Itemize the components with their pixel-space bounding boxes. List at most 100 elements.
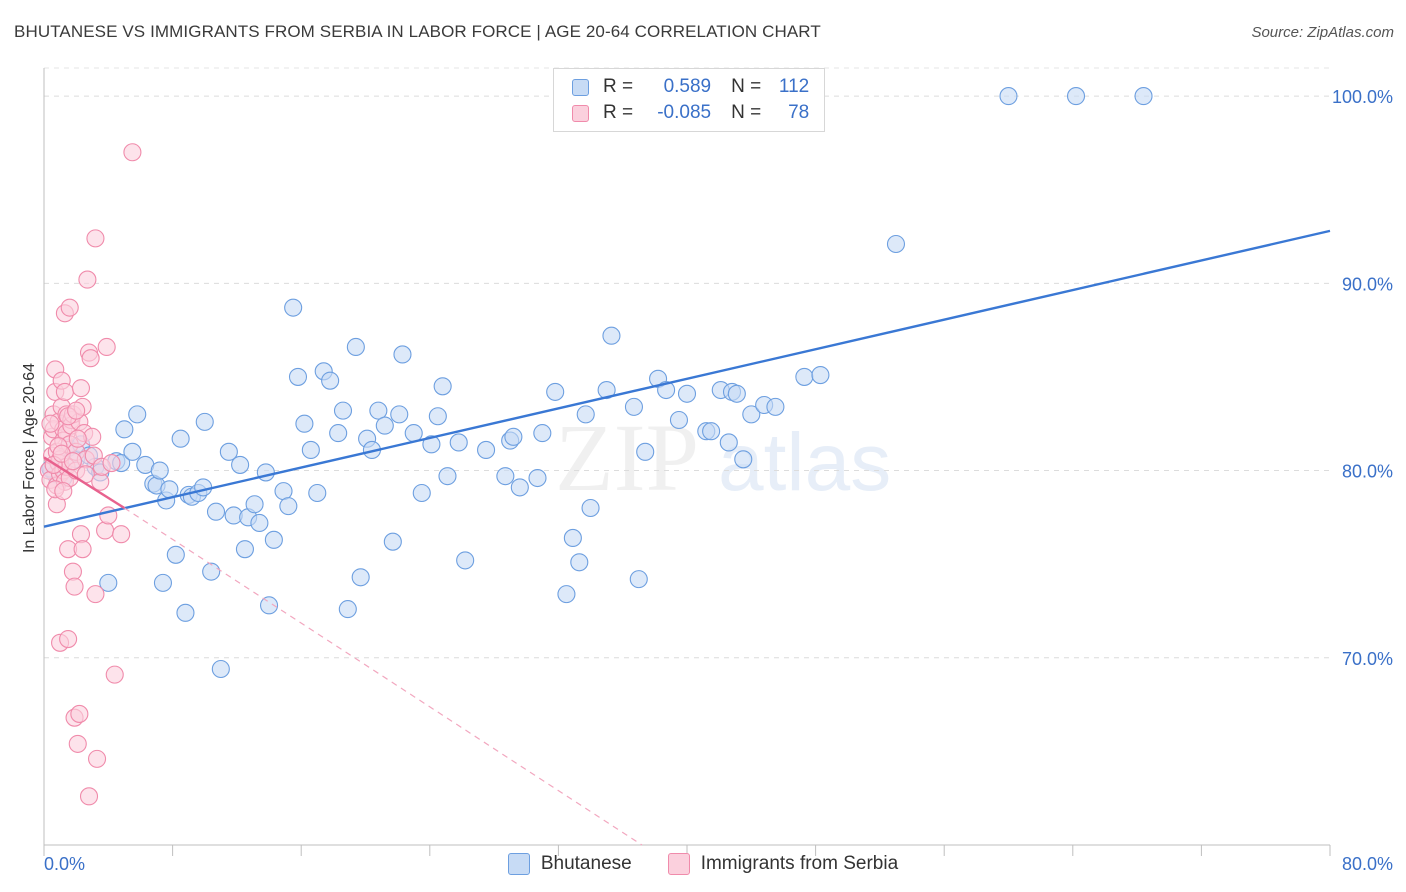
- bhutanese-point: [412, 483, 431, 503]
- y-tick-label: 90.0%: [1342, 274, 1393, 294]
- bhutanese-point: [811, 366, 830, 385]
- serbia-trendline: [43, 456, 126, 510]
- bhutanese-point: [428, 407, 447, 426]
- serbia-point: [78, 270, 97, 289]
- data-points: [39, 87, 1153, 806]
- bhutanese-point: [477, 440, 496, 459]
- trend-lines: [43, 229, 1331, 846]
- bhutanese-point: [99, 573, 118, 592]
- y-tick-label: 80.0%: [1342, 462, 1393, 482]
- legend-r-value: 0.589: [663, 76, 712, 97]
- bhutanese-point: [795, 367, 814, 386]
- bhutanese-point: [383, 532, 402, 551]
- bhutanese-point: [150, 461, 169, 480]
- serbia-point: [79, 787, 99, 806]
- bhutanese-point: [256, 463, 275, 482]
- serbia-point: [41, 414, 60, 433]
- bhutanese-point: [166, 545, 185, 564]
- bhutanese-point: [438, 467, 457, 486]
- bhutanese-point: [510, 478, 529, 497]
- bhutanese-point: [333, 401, 353, 420]
- bhutanese-point: [702, 422, 721, 441]
- bhutanese-point: [123, 442, 142, 461]
- bhutanese-point: [329, 424, 348, 443]
- tick-labels: 70.0% 80.0% 90.0% 100.0% 0.0% 80.0%: [44, 87, 1393, 874]
- watermark: ZIP atlas: [555, 404, 891, 511]
- legend-n-label: N =: [731, 76, 762, 97]
- bhutanese-point: [766, 397, 785, 416]
- x-tick-label: 0.0%: [44, 854, 85, 874]
- legend-swatch-serbia: [572, 104, 589, 122]
- bhutanese-point: [597, 380, 616, 400]
- serbia-point: [59, 629, 78, 649]
- serbia-point: [63, 562, 82, 581]
- bhutanese-point: [308, 483, 327, 503]
- serbia-point: [81, 349, 100, 368]
- bhutanese-point: [202, 562, 221, 581]
- bhutanese-point: [496, 467, 515, 486]
- bhutanese-point: [1066, 87, 1086, 106]
- serbia-point: [96, 521, 115, 540]
- bhutanese-point: [734, 450, 753, 469]
- legend-swatch-serbia: [667, 853, 690, 875]
- bhutanese-point: [449, 433, 468, 452]
- serbia-point: [87, 749, 107, 768]
- bhutanese-point: [504, 427, 523, 446]
- serbia-point: [112, 525, 131, 544]
- serbia-point: [105, 665, 124, 684]
- bhutanese-point: [677, 384, 697, 403]
- stats-legend: R = 0.589 N = 112 R = -0.085 N = 78: [553, 68, 825, 132]
- serbia-point: [102, 454, 121, 473]
- legend-swatch-bhutanese: [507, 853, 530, 875]
- bhutanese-trendline: [43, 229, 1331, 528]
- legend-r-label: R =: [603, 102, 634, 123]
- bhutanese-point: [171, 429, 190, 448]
- bhutanese-point: [219, 442, 238, 461]
- legend-n-value: 112: [778, 76, 810, 97]
- bhutanese-point: [206, 502, 226, 521]
- bhutanese-point: [533, 424, 552, 443]
- bhutanese-point: [264, 530, 283, 549]
- bhutanese-point: [338, 600, 357, 619]
- serbia-point: [65, 577, 84, 596]
- bhutanese-point: [636, 442, 655, 461]
- bhutanese-point: [250, 513, 269, 533]
- bhutanese-point: [742, 405, 761, 424]
- serbia-point: [71, 525, 91, 544]
- bhutanese-point: [563, 528, 582, 547]
- gridlines: [44, 67, 1330, 659]
- bhutanese-point: [321, 371, 340, 390]
- serbia-point: [60, 298, 79, 317]
- bhutanese-point: [999, 87, 1018, 106]
- bhutanese-point: [727, 384, 746, 403]
- bhutanese-point: [576, 405, 595, 424]
- bhutanese-point: [351, 568, 370, 587]
- bhutanese-point: [375, 416, 394, 435]
- serbia-point: [67, 401, 86, 420]
- serbia-point: [86, 229, 105, 248]
- legend-n-label: N =: [731, 102, 762, 123]
- bhutanese-point: [211, 659, 230, 679]
- bhutanese-point: [602, 326, 621, 345]
- bhutanese-point: [160, 480, 179, 499]
- bhutanese-point: [629, 570, 648, 589]
- bhutanese-point: [346, 337, 365, 357]
- bhutanese-point: [274, 482, 293, 501]
- bhutanese-point: [295, 414, 314, 433]
- serbia-point: [73, 540, 92, 559]
- bhutanese-point: [1134, 87, 1153, 106]
- bhutanese-point: [301, 440, 320, 459]
- bhutanese-point: [624, 397, 644, 416]
- bhutanese-point: [433, 377, 452, 396]
- legend-swatch-bhutanese: [572, 78, 589, 96]
- bhutanese-point: [886, 234, 906, 254]
- bhutanese-point: [195, 412, 214, 431]
- bhutanese-point: [194, 478, 213, 497]
- bhutanese-point: [369, 401, 388, 420]
- legend-item-bhutanese[interactable]: Bhutanese: [507, 853, 632, 875]
- chart-title: BHUTANESE VS IMMIGRANTS FROM SERBIA IN L…: [14, 22, 821, 41]
- legend-item-serbia[interactable]: Immigrants from Serbia: [667, 853, 898, 875]
- bhutanese-point: [456, 551, 475, 570]
- x-tick-label: 80.0%: [1342, 854, 1393, 874]
- bhutanese-point: [570, 553, 589, 572]
